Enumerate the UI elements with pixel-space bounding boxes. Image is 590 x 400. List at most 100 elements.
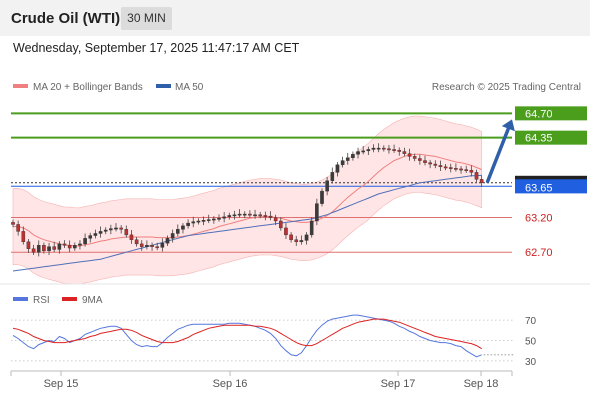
candle xyxy=(397,147,402,156)
candle xyxy=(67,240,72,253)
rsi-ma-line xyxy=(12,318,482,350)
candle xyxy=(407,148,412,161)
candle xyxy=(361,145,366,155)
candle xyxy=(31,244,36,256)
candle xyxy=(129,230,134,244)
candle xyxy=(16,220,20,236)
time-tick-label: Sep 18 xyxy=(464,378,499,390)
candle xyxy=(340,156,345,168)
time-tick-label: Sep 16 xyxy=(213,378,248,390)
candle xyxy=(315,198,319,226)
analysis-datetime: Wednesday, September 17, 2025 11:47:17 A… xyxy=(13,41,300,55)
candle xyxy=(454,163,458,172)
candle xyxy=(263,211,268,221)
timeframe-badge[interactable]: 30 MIN xyxy=(121,7,172,30)
candle xyxy=(186,219,190,229)
candle xyxy=(289,232,293,243)
candle xyxy=(279,217,283,231)
candle xyxy=(387,144,391,154)
candle xyxy=(382,145,386,152)
rsi-tick-30: 30 xyxy=(525,357,537,368)
candle xyxy=(83,233,87,247)
candle xyxy=(330,167,335,184)
candle xyxy=(181,223,185,234)
candle xyxy=(227,212,232,220)
candle xyxy=(88,232,93,243)
ma50-legend-label: MA 50 xyxy=(175,82,204,93)
candle xyxy=(428,159,432,169)
candle xyxy=(21,226,26,245)
candle xyxy=(253,209,257,219)
candle xyxy=(201,216,206,226)
candle xyxy=(325,176,329,196)
time-axis: Sep 15 Sep 16 Sep 17 Sep 18 xyxy=(10,370,513,390)
candle xyxy=(72,242,77,251)
candle xyxy=(26,239,31,253)
candle xyxy=(356,147,360,159)
candle xyxy=(62,240,67,249)
level-label-top-63.65: 63.65 xyxy=(525,182,553,194)
candle xyxy=(124,225,129,238)
candle xyxy=(150,242,154,251)
candle xyxy=(93,229,98,239)
candle xyxy=(139,240,144,251)
candle xyxy=(114,223,118,232)
candle xyxy=(258,211,263,219)
candle xyxy=(309,217,314,238)
candle xyxy=(134,236,139,247)
candle xyxy=(335,161,340,177)
candle xyxy=(52,241,56,253)
candle xyxy=(11,219,15,228)
rsi-ma-legend-swatch xyxy=(62,297,77,301)
candle xyxy=(165,235,170,246)
credit-text: Research © 2025 Trading Central xyxy=(432,82,581,93)
candle xyxy=(433,160,438,169)
forecast-arrow-head xyxy=(501,119,515,132)
candle xyxy=(237,209,242,218)
time-tick-label: Sep 15 xyxy=(44,378,79,390)
candle xyxy=(47,242,51,256)
candle xyxy=(191,216,196,228)
candle xyxy=(366,146,371,156)
candle xyxy=(155,242,160,251)
rsi-tick-70: 70 xyxy=(525,316,537,327)
candle xyxy=(232,210,237,220)
candle xyxy=(423,155,427,166)
candle xyxy=(98,226,103,238)
forecast-arrow xyxy=(485,119,515,184)
candle xyxy=(443,164,448,171)
chart-header: Crude Oil (WTI) 30 MIN xyxy=(0,0,590,36)
instrument-title: Crude Oil (WTI) xyxy=(11,10,121,27)
level-label-62.70: 62.70 xyxy=(525,247,553,259)
candle xyxy=(196,218,201,225)
candle xyxy=(438,160,443,171)
candle xyxy=(376,143,381,153)
candle xyxy=(145,240,149,250)
candle xyxy=(78,240,82,250)
moving-averages xyxy=(12,153,482,272)
candle xyxy=(479,175,484,187)
candle xyxy=(119,225,123,234)
candle xyxy=(160,238,165,252)
candle xyxy=(459,166,463,174)
rsi-legend: RSI 9MA xyxy=(13,295,103,306)
candle xyxy=(294,235,299,246)
candle xyxy=(299,235,304,245)
ma20-line xyxy=(13,153,482,247)
candle xyxy=(345,152,350,165)
candle xyxy=(242,211,247,219)
level-label-64.35: 64.35 xyxy=(525,133,553,145)
level-badge-64.35 xyxy=(515,130,587,145)
bollinger-bands xyxy=(12,115,483,285)
level-label-64.70: 64.70 xyxy=(525,108,553,120)
candle xyxy=(36,240,41,257)
ma50-legend-swatch xyxy=(156,84,171,88)
candle xyxy=(222,211,226,223)
candle xyxy=(392,144,396,153)
forecast-arrow-shaft xyxy=(485,126,511,184)
candlesticks xyxy=(11,143,484,257)
bollinger-band-fill xyxy=(12,115,483,285)
level-label-63.20: 63.20 xyxy=(525,213,553,225)
